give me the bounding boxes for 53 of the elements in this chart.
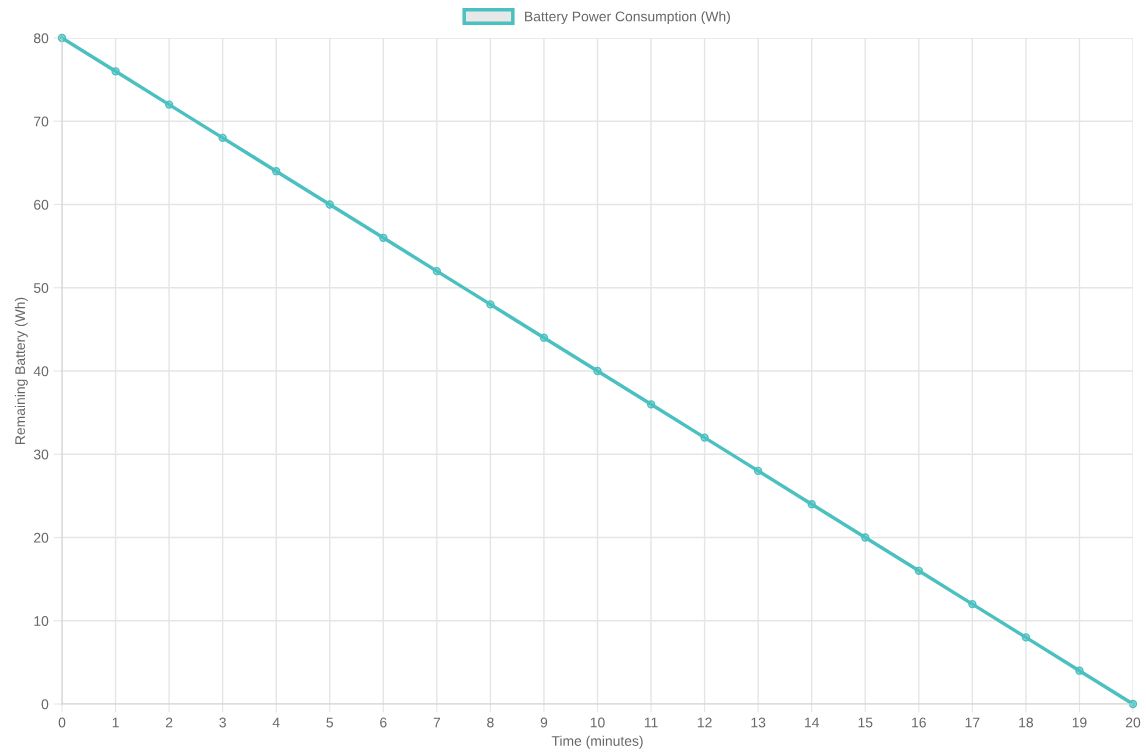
x-tick-label: 4 <box>272 717 280 728</box>
y-tick-label: 20 <box>34 532 49 543</box>
y-tick-label: 30 <box>33 449 49 460</box>
y-tick-label: 10 <box>34 616 49 626</box>
x-tick-label: 14 <box>805 717 820 728</box>
point <box>539 333 549 342</box>
line-series <box>57 33 1138 709</box>
y-tick-label: 40 <box>33 366 49 377</box>
y-tick-label: 70 <box>34 116 49 127</box>
x-tick-label: 7 <box>433 717 441 728</box>
point <box>325 200 334 209</box>
x-tick-label: 13 <box>751 717 766 728</box>
point <box>807 500 816 509</box>
x-tick-label: 3 <box>219 717 226 728</box>
x-tick-label: 10 <box>590 717 605 728</box>
point <box>968 599 977 609</box>
y-tick-label: 60 <box>34 199 49 210</box>
point <box>753 466 763 476</box>
y-tick-label: 0 <box>41 699 49 710</box>
y-tick-label: 50 <box>33 283 49 293</box>
point <box>164 100 174 109</box>
point <box>646 400 656 409</box>
point <box>432 266 442 276</box>
x-axis-title: Time (minutes) <box>551 735 643 749</box>
point <box>486 300 495 309</box>
x-tick-label: 2 <box>165 717 173 728</box>
point <box>218 133 227 143</box>
x-tick-label: 11 <box>644 717 658 728</box>
point <box>700 433 709 442</box>
x-tick-label: 19 <box>1072 717 1087 728</box>
x-tick-label: 8 <box>487 717 494 728</box>
x-tick-label: 15 <box>858 717 873 728</box>
point <box>914 566 923 575</box>
legend-label: Battery Power Consumption (Wh) <box>525 11 730 25</box>
x-tick-label: 12 <box>697 717 712 728</box>
x-tick-label: 20 <box>1125 717 1141 728</box>
y-axis-title: Remaining Battery (Wh) <box>14 297 28 444</box>
point <box>111 67 120 76</box>
point <box>272 167 281 176</box>
x-tick-label: 16 <box>912 717 926 728</box>
y-tick-label: 80 <box>33 33 49 44</box>
x-tick-label: 6 <box>380 717 387 728</box>
x-tick-label: 0 <box>58 717 66 728</box>
point <box>861 533 870 542</box>
point <box>1021 633 1031 642</box>
point <box>379 233 388 242</box>
x-tick-label: 5 <box>326 717 334 728</box>
x-tick-label: 1 <box>112 717 119 728</box>
x-tick-label: 17 <box>965 717 980 728</box>
point <box>593 366 602 376</box>
x-tick-label: 9 <box>540 717 548 728</box>
point <box>1075 666 1084 675</box>
x-tick-label: 18 <box>1019 717 1034 728</box>
